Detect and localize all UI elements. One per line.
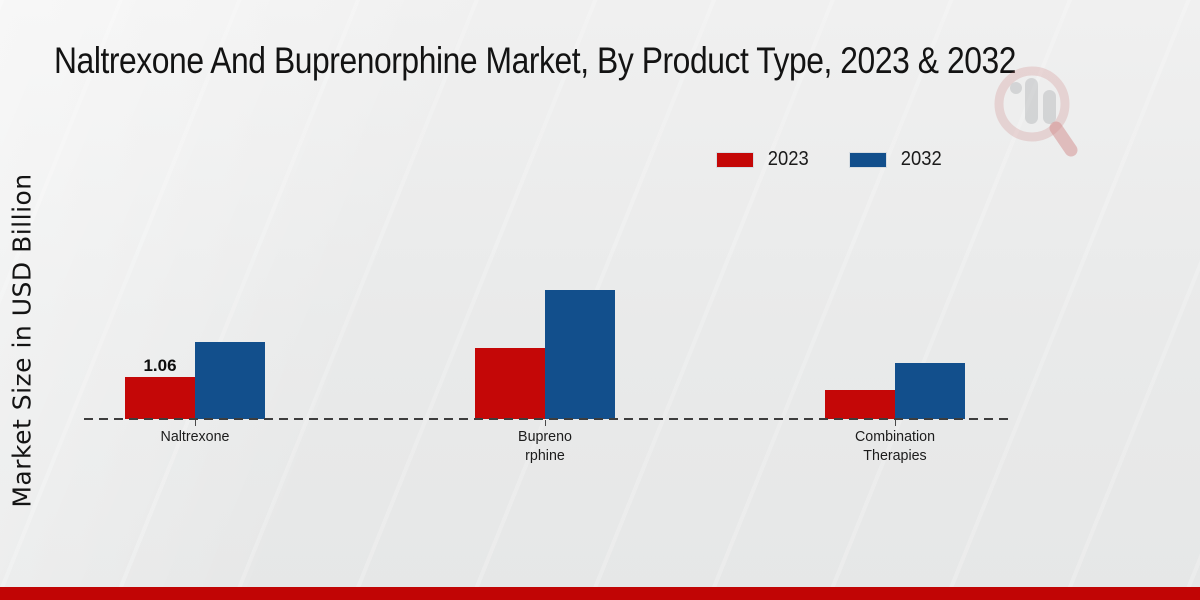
- legend-swatch-2023-icon: [716, 151, 754, 168]
- legend-item-2032: 2032: [848, 148, 944, 171]
- legend-item-2023: 2023: [716, 148, 811, 171]
- axis-tick: [895, 420, 896, 426]
- bar-2023-naltrexone: [125, 377, 195, 419]
- footer-bar: [0, 587, 1200, 600]
- y-axis-label: Market Size in USD Billion: [7, 173, 37, 508]
- chart-title: Naltrexone And Buprenorphine Market, By …: [54, 40, 1017, 81]
- bar-2023-combination-therapies: [825, 390, 895, 419]
- legend: 2023 2032: [716, 148, 943, 171]
- legend-swatch-2032-icon: [848, 151, 887, 168]
- category-label-buprenorphine: Bupreno rphine: [518, 428, 572, 465]
- legend-label: 2023: [767, 148, 809, 170]
- bar-2032-buprenorphine: [545, 290, 615, 419]
- axis-tick: [195, 420, 196, 426]
- bar-value-label: 1.06: [143, 356, 177, 375]
- bar-2032-combination-therapies: [895, 363, 965, 419]
- category-label-combination-therapies: Combination Therapies: [854, 428, 936, 465]
- market-research-watermark-icon: [994, 66, 1078, 157]
- x-axis-baseline: [84, 418, 1008, 420]
- legend-label: 2032: [900, 148, 942, 170]
- bar-2023-buprenorphine: [475, 348, 545, 419]
- category-label-naltrexone: Naltrexone: [160, 428, 230, 445]
- bar-2032-naltrexone: [195, 342, 265, 419]
- axis-tick: [545, 420, 546, 426]
